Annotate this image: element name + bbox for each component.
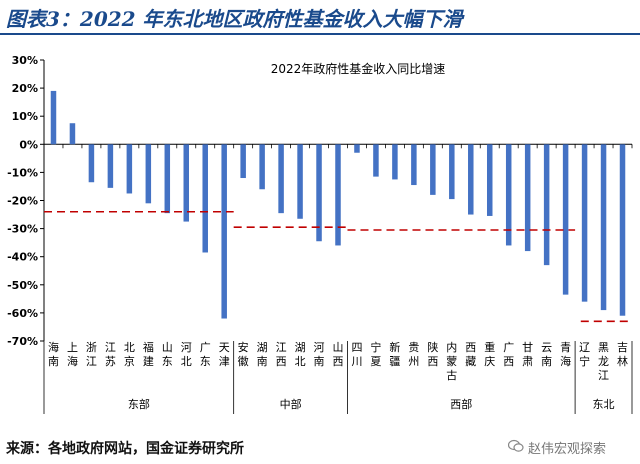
y-tick-label: -50%	[7, 279, 38, 292]
bar	[107, 144, 114, 188]
bar	[468, 144, 474, 215]
category-label: 黑龙江	[598, 341, 609, 382]
category-label: 广西	[503, 341, 514, 368]
title-rule	[0, 33, 640, 35]
group-label: 中部	[280, 397, 302, 411]
bar-chart: 2022年政府性基金收入同比增速 30% 20% 10% 0% -10% -20% -30% -…	[7, 54, 633, 414]
category-label: 青海	[560, 341, 571, 368]
bar	[183, 144, 190, 222]
category-label: 安徽	[238, 340, 249, 368]
title-bar: 图表3：2022 年东北地区政府性基金收入大幅下滑	[0, 0, 640, 35]
y-tick-label: 10%	[12, 110, 38, 123]
bar	[430, 144, 436, 195]
bar	[600, 144, 607, 311]
bar	[88, 144, 95, 183]
y-tick-label: 0%	[19, 138, 38, 151]
y-tick-label: -70%	[7, 335, 38, 348]
bar	[486, 144, 493, 216]
bar	[505, 144, 512, 246]
category-label: 浙江	[86, 341, 97, 368]
y-tick-label: -40%	[7, 251, 38, 264]
category-label: 云南	[541, 341, 552, 368]
category-label: 北京	[124, 341, 135, 368]
category-label: 江西	[276, 341, 287, 368]
category-label: 内蒙古	[446, 340, 457, 382]
category-label: 吉林	[617, 341, 628, 368]
bar	[581, 144, 588, 302]
category-label: 山东	[162, 341, 173, 368]
category-label: 新疆	[389, 340, 400, 368]
bar	[411, 144, 417, 186]
category-label: 上海	[67, 341, 78, 368]
category-label: 宁夏	[370, 340, 381, 368]
category-label: 广东	[200, 341, 211, 368]
y-tick-label: 30%	[12, 54, 38, 67]
category-label: 河南	[314, 341, 325, 368]
category-label: 甘肃	[522, 341, 533, 368]
category-label: 贵州	[408, 341, 419, 368]
bar	[126, 144, 133, 194]
category-label: 湖南	[257, 341, 268, 368]
y-tick-label: -10%	[7, 166, 38, 179]
bar	[145, 144, 152, 204]
bar	[392, 144, 398, 180]
category-label: 江苏	[105, 341, 116, 368]
y-tick-label: -60%	[7, 307, 38, 320]
bar	[164, 144, 171, 214]
bar	[202, 144, 208, 253]
bar	[69, 123, 76, 145]
bar	[562, 144, 569, 295]
bar	[524, 144, 531, 252]
bar	[316, 144, 322, 242]
group-label: 东部	[128, 397, 150, 411]
category-label: 陕西	[427, 340, 438, 368]
bar	[240, 144, 246, 179]
bar	[354, 144, 360, 153]
category-label: 海南	[48, 340, 59, 368]
y-tick-label: -30%	[7, 223, 38, 236]
category-label: 四川	[351, 341, 362, 368]
category-label: 山西	[333, 341, 344, 368]
category-label: 辽宁	[579, 341, 590, 368]
y-tick-label: 20%	[12, 82, 38, 95]
bar	[259, 144, 265, 190]
bar	[543, 144, 550, 266]
watermark: 赵伟宏观探索	[528, 442, 607, 457]
category-label: 河北	[181, 341, 192, 368]
bar	[297, 144, 303, 219]
category-label: 重庆	[484, 340, 495, 368]
source-note: 来源：各地政府网站，国金证券研究所	[6, 441, 244, 457]
y-tick-label: -20%	[7, 195, 38, 208]
group-label: 东北	[593, 398, 615, 411]
wechat-icon	[508, 439, 524, 452]
group-label: 西部	[450, 397, 472, 411]
bar	[335, 144, 341, 246]
figure-title: 图表3：2022 年东北地区政府性基金收入大幅下滑	[6, 7, 463, 31]
category-label: 天津	[219, 341, 230, 368]
category-label: 福建	[143, 340, 154, 368]
bar	[221, 144, 227, 319]
category-label: 西藏	[465, 341, 476, 368]
bar	[278, 144, 284, 214]
chart-title: 2022年政府性基金收入同比增速	[271, 61, 446, 76]
bar	[449, 144, 455, 200]
bar	[619, 144, 626, 316]
bar	[373, 144, 379, 177]
category-label: 湖北	[295, 341, 306, 368]
bar	[50, 90, 57, 145]
